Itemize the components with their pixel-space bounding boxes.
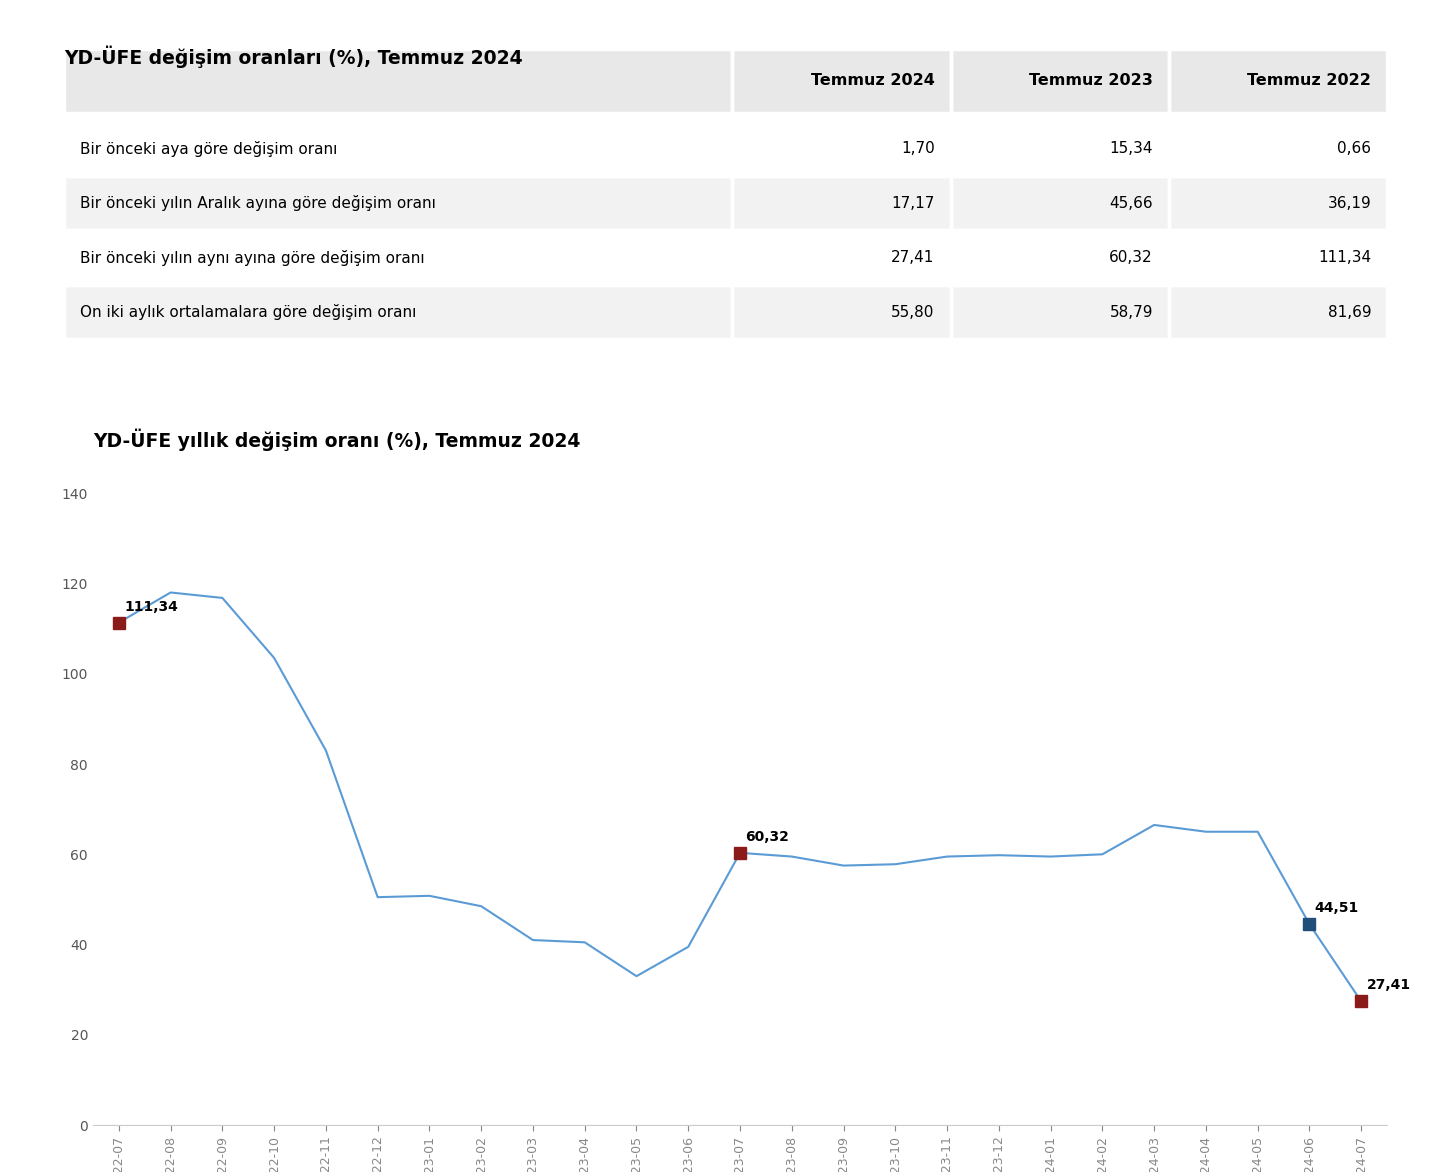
- Bar: [951, 176, 1168, 230]
- Text: Temmuz 2022: Temmuz 2022: [1247, 74, 1371, 88]
- Bar: [732, 176, 951, 230]
- Bar: [732, 121, 951, 176]
- Text: 27,41: 27,41: [1367, 979, 1410, 993]
- Text: 45,66: 45,66: [1110, 196, 1153, 211]
- Bar: [732, 285, 951, 340]
- Bar: [64, 121, 732, 176]
- Text: 17,17: 17,17: [891, 196, 935, 211]
- Text: 55,80: 55,80: [891, 305, 935, 320]
- Bar: [64, 285, 732, 340]
- Bar: [951, 285, 1168, 340]
- Bar: [1168, 49, 1387, 113]
- Text: Bir önceki yılın Aralık ayına göre değişim oranı: Bir önceki yılın Aralık ayına göre değiş…: [80, 195, 436, 211]
- Text: 111,34: 111,34: [1318, 250, 1371, 265]
- Text: YD-ÜFE değişim oranları (%), Temmuz 2024: YD-ÜFE değişim oranları (%), Temmuz 2024: [64, 46, 523, 68]
- Text: 60,32: 60,32: [1110, 250, 1153, 265]
- Text: 44,51: 44,51: [1314, 901, 1358, 915]
- Text: Bir önceki aya göre değişim oranı: Bir önceki aya göre değişim oranı: [80, 141, 337, 157]
- Bar: [64, 49, 732, 113]
- Bar: [951, 121, 1168, 176]
- Bar: [64, 231, 732, 285]
- Text: Temmuz 2023: Temmuz 2023: [1030, 74, 1153, 88]
- Text: 36,19: 36,19: [1327, 196, 1371, 211]
- Bar: [1168, 231, 1387, 285]
- Text: Bir önceki yılın aynı ayına göre değişim oranı: Bir önceki yılın aynı ayına göre değişim…: [80, 250, 425, 266]
- Text: 81,69: 81,69: [1327, 305, 1371, 320]
- Bar: [732, 49, 951, 113]
- Text: 58,79: 58,79: [1110, 305, 1153, 320]
- Text: 15,34: 15,34: [1110, 141, 1153, 156]
- Text: Temmuz 2024: Temmuz 2024: [811, 74, 935, 88]
- Text: 27,41: 27,41: [891, 250, 935, 265]
- Text: 1,70: 1,70: [901, 141, 935, 156]
- Text: 111,34: 111,34: [124, 600, 177, 613]
- Bar: [1168, 121, 1387, 176]
- Text: 60,32: 60,32: [745, 830, 789, 844]
- Bar: [732, 231, 951, 285]
- Bar: [951, 49, 1168, 113]
- Bar: [1168, 176, 1387, 230]
- Text: 0,66: 0,66: [1337, 141, 1371, 156]
- Bar: [64, 176, 732, 230]
- Text: YD-ÜFE yıllık değişim oranı (%), Temmuz 2024: YD-ÜFE yıllık değişim oranı (%), Temmuz …: [93, 429, 581, 451]
- Text: On iki aylık ortalamalara göre değişim oranı: On iki aylık ortalamalara göre değişim o…: [80, 304, 416, 320]
- Bar: [1168, 285, 1387, 340]
- Bar: [951, 231, 1168, 285]
